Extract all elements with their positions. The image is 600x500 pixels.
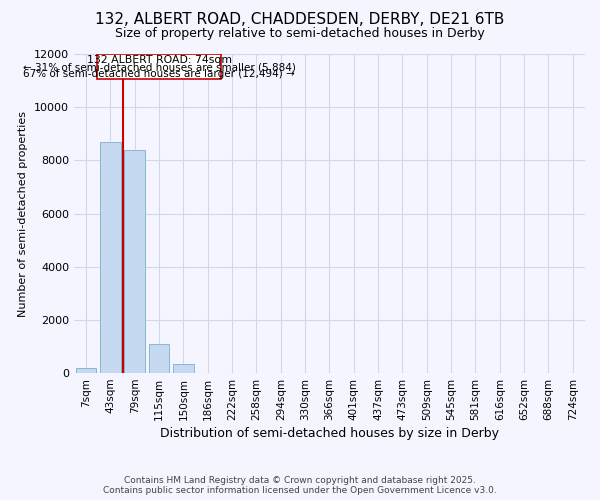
Text: ← 31% of semi-detached houses are smaller (5,884): ← 31% of semi-detached houses are smalle… [23, 62, 296, 72]
Bar [149, 344, 169, 373]
X-axis label: Distribution of semi-detached houses by size in Derby: Distribution of semi-detached houses by … [160, 427, 499, 440]
Bar [124, 150, 145, 373]
Text: 67% of semi-detached houses are larger (12,494) →: 67% of semi-detached houses are larger (… [23, 70, 295, 80]
Y-axis label: Number of semi-detached properties: Number of semi-detached properties [19, 110, 28, 316]
Bar [100, 142, 121, 373]
Text: Size of property relative to semi-detached houses in Derby: Size of property relative to semi-detach… [115, 28, 485, 40]
Bar [173, 364, 194, 373]
Text: Contains HM Land Registry data © Crown copyright and database right 2025.
Contai: Contains HM Land Registry data © Crown c… [103, 476, 497, 495]
Bar [76, 368, 97, 373]
Text: 132, ALBERT ROAD, CHADDESDEN, DERBY, DE21 6TB: 132, ALBERT ROAD, CHADDESDEN, DERBY, DE2… [95, 12, 505, 28]
FancyBboxPatch shape [97, 54, 221, 80]
Text: 132 ALBERT ROAD: 74sqm: 132 ALBERT ROAD: 74sqm [86, 55, 232, 65]
